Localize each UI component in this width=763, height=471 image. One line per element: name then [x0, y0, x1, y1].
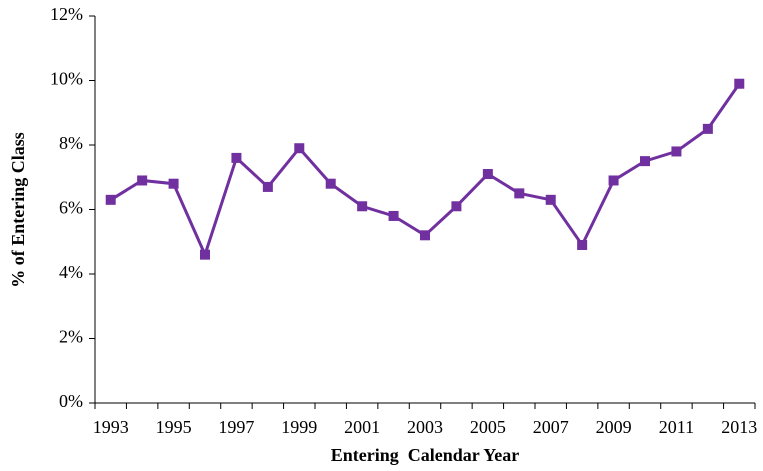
x-tick-label: 2009	[596, 417, 632, 437]
x-tick-label: 2013	[721, 417, 757, 437]
y-tick-label: 8%	[59, 133, 83, 153]
data-point	[734, 78, 745, 89]
data-point	[608, 175, 619, 186]
data-point	[137, 175, 148, 186]
data-point	[420, 230, 430, 241]
x-tick-label: 2005	[470, 417, 506, 437]
data-line	[109, 82, 741, 259]
y-tick-label: 6%	[59, 198, 83, 218]
data-point	[231, 152, 242, 163]
x-tick-label: 2003	[407, 417, 443, 437]
data-point	[671, 146, 682, 157]
x-tick-label: 1999	[281, 417, 317, 437]
x-tick-label: 2011	[659, 417, 694, 437]
data-point	[702, 123, 713, 134]
data-point	[545, 194, 556, 205]
data-point	[514, 188, 525, 199]
data-point	[577, 239, 588, 250]
data-point	[451, 201, 462, 212]
y-tick-label: 0%	[59, 391, 83, 411]
x-tick-label: 1997	[218, 417, 254, 437]
x-axis-title: Entering Calendar Year	[331, 445, 520, 465]
y-tick-label: 10%	[50, 69, 83, 89]
data-point	[357, 201, 368, 212]
data-point	[105, 194, 116, 205]
data-point	[640, 156, 650, 167]
y-tick-label: 4%	[59, 262, 83, 282]
x-tick-label: 1995	[156, 417, 192, 437]
data-point	[200, 249, 210, 260]
x-tick-label: 2001	[344, 417, 380, 437]
x-tick-label: 1993	[93, 417, 129, 437]
data-point	[262, 181, 273, 192]
y-tick-label: 2%	[59, 327, 83, 347]
data-point	[168, 178, 179, 189]
data-point	[388, 210, 399, 221]
y-tick-label: 12%	[50, 4, 83, 24]
data-point	[325, 178, 336, 189]
data-point	[482, 169, 493, 180]
y-axis-title: % of Entering Class	[8, 132, 28, 288]
data-point	[294, 143, 305, 154]
x-tick-label: 2007	[533, 417, 569, 437]
